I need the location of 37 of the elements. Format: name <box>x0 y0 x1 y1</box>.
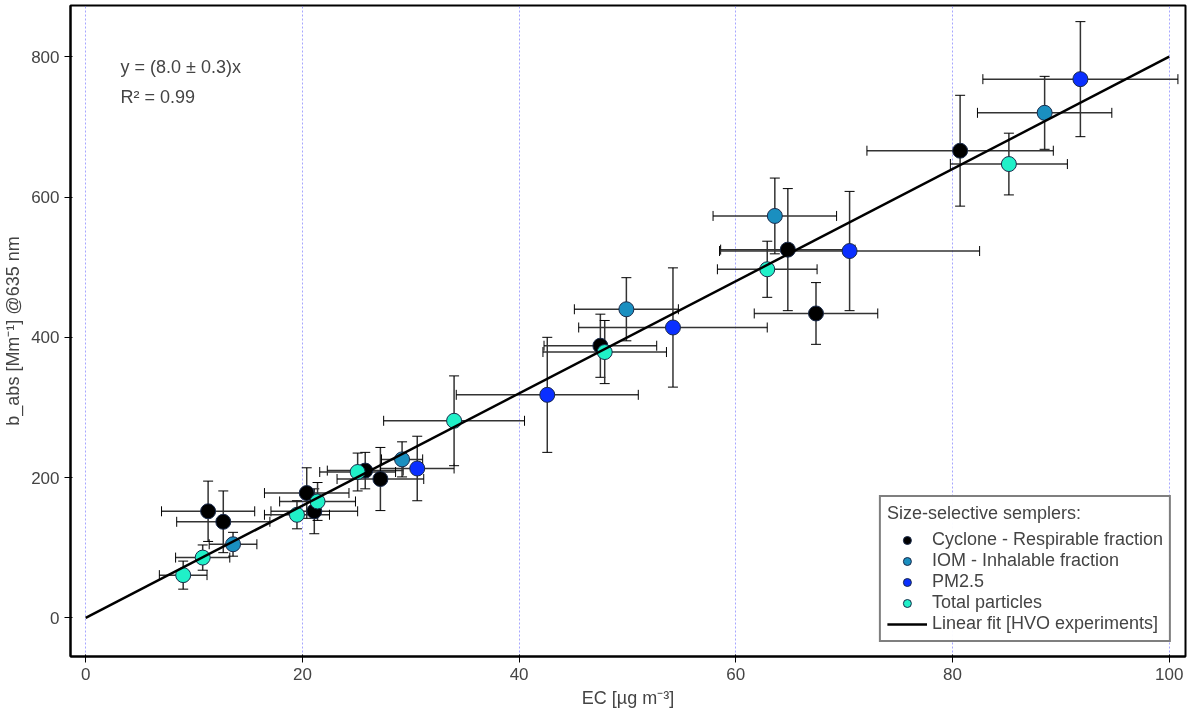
point <box>664 319 681 336</box>
y-tick-label: 400 <box>31 328 60 348</box>
legend-label: Total particles <box>931 592 1042 613</box>
point <box>409 460 426 477</box>
point <box>200 503 217 520</box>
legend-label: Linear fit [HVO experiments] <box>931 613 1158 634</box>
legend-label: Cyclone - Respirable fraction <box>931 529 1163 550</box>
x-tick-label: 40 <box>509 664 529 684</box>
y-tick-label: 0 <box>50 608 60 628</box>
legend-title: Size-selective semplers: <box>886 503 1082 524</box>
point <box>372 471 389 487</box>
x-tick-label: 60 <box>726 664 746 684</box>
y-tick-label: 600 <box>31 188 60 208</box>
x-tick-label: 80 <box>943 664 962 684</box>
legend-label: IOM - Inhalable fraction <box>931 550 1119 571</box>
y-tick-label: 800 <box>31 47 60 67</box>
x-tick-label: 20 <box>292 664 312 684</box>
point <box>539 386 556 403</box>
annotation: y = (8.0 ± 0.3)x <box>120 56 241 77</box>
point <box>1000 156 1017 173</box>
x-axis-title: EC [µg m⁻³] <box>581 687 675 708</box>
x-tick-label: 0 <box>80 664 91 684</box>
point <box>952 142 969 159</box>
point <box>841 243 858 260</box>
point <box>1036 104 1053 121</box>
point <box>175 567 192 584</box>
x-tick-label: 100 <box>1155 664 1184 684</box>
point <box>766 207 783 224</box>
annotation: R² = 0.99 <box>120 86 196 107</box>
y-axis-title: b_abs [Mm⁻¹] @635 nm <box>3 236 25 426</box>
y-tick-label: 200 <box>31 468 60 488</box>
point <box>1072 71 1089 88</box>
point <box>618 301 635 318</box>
point <box>215 513 232 530</box>
legend-label: PM2.5 <box>931 571 984 592</box>
point <box>298 485 315 502</box>
point <box>808 305 824 322</box>
